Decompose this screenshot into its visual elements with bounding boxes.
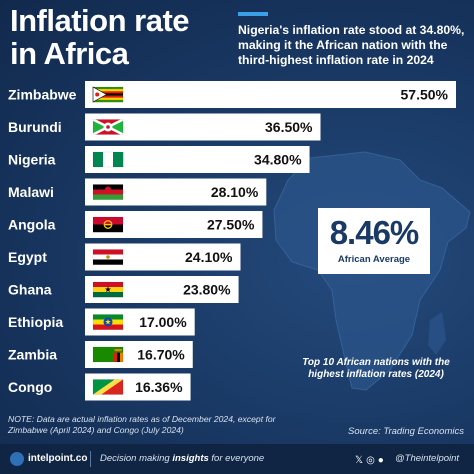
egypt-flag-icon [92, 249, 124, 265]
value-label-egypt: 24.10% [185, 249, 233, 265]
value-label-ghana: 23.80% [183, 282, 231, 298]
subtitle: Nigeria's inflation rate stood at 34.80%… [238, 23, 465, 67]
average-badge: 8.46% African Average [318, 208, 430, 274]
category-label-angola: Angola [8, 217, 56, 233]
value-label-angola: 27.50% [207, 217, 255, 233]
instagram-icon[interactable]: ◎ [366, 455, 375, 467]
footnote: NOTE: Data are actual inflation rates as… [8, 414, 276, 435]
zambia-flag-icon [92, 346, 124, 363]
tagline-post: for everyone [208, 453, 265, 464]
average-label: African Average [337, 254, 411, 265]
malawi-flag-icon [92, 184, 124, 200]
angola-flag-icon [92, 216, 124, 233]
value-label-malawi: 28.10% [211, 184, 259, 200]
bar-chart: Zimbabwe 57.50% Burundi 36.50% Nigeria 34.80%… [8, 81, 456, 401]
social-icons: 𝕏 ◎ ● [355, 452, 387, 466]
congo-flag-icon [92, 379, 124, 395]
x-icon[interactable]: 𝕏 [355, 455, 364, 467]
category-label-ethiopia: Ethiopia [8, 314, 63, 330]
title-line-2: in Africa [10, 36, 129, 71]
category-label-nigeria: Nigeria [8, 152, 56, 168]
category-label-congo: Congo [8, 379, 52, 395]
value-label-zambia: 16.70% [137, 347, 185, 363]
source-credit: Source: Trading Economics [348, 426, 464, 437]
title-line-1: Inflation rate [10, 3, 190, 38]
category-label-zambia: Zambia [8, 347, 57, 363]
category-label-malawi: Malawi [8, 184, 54, 200]
value-label-nigeria: 34.80% [254, 152, 302, 168]
category-label-zimbabwe: Zimbabwe [8, 87, 77, 103]
zimbabwe-flag-icon [92, 86, 124, 103]
category-label-ghana: Ghana [8, 282, 52, 298]
category-label-burundi: Burundi [8, 119, 62, 135]
social-handle[interactable]: @Theintelpoint [395, 453, 460, 464]
ghana-flag-icon [92, 281, 124, 298]
average-value: 8.46% [329, 214, 420, 251]
facebook-icon[interactable]: ● [377, 455, 384, 467]
tagline-pre: Decision making [100, 453, 173, 464]
footer-bar: intelpoint.co Decision making insights f… [0, 444, 474, 474]
brand-name[interactable]: intelpoint.co [28, 453, 88, 464]
page-title: Inflation rate in Africa [10, 4, 210, 70]
ethiopia-flag-icon [92, 314, 124, 330]
burundi-flag-icon [92, 118, 124, 136]
value-label-ethiopia: 17.00% [139, 314, 187, 330]
intelpoint-logo-icon [10, 452, 24, 466]
accent-bar [238, 12, 268, 16]
chart-caption: Top 10 African nations with the highest … [302, 357, 450, 380]
nigeria-flag-icon [92, 151, 124, 168]
value-label-congo: 16.36% [135, 379, 183, 395]
tagline: Decision making insights for everyone [100, 453, 264, 464]
category-label-egypt: Egypt [8, 249, 47, 265]
tagline-bold: insights [172, 453, 209, 464]
bar-burundi [85, 113, 321, 141]
value-label-burundi: 36.50% [265, 119, 313, 135]
footer-divider [90, 451, 91, 467]
bar-zimbabwe [85, 81, 456, 108]
value-label-zimbabwe: 57.50% [401, 87, 449, 103]
